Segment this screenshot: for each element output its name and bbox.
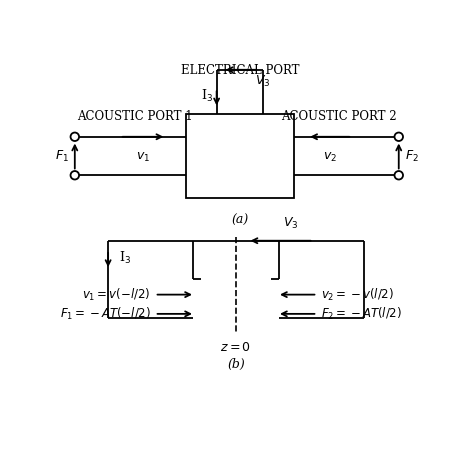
Text: ACOUSTIC PORT 1: ACOUSTIC PORT 1 bbox=[77, 110, 193, 123]
Text: $v_1= v(-l/2)$: $v_1= v(-l/2)$ bbox=[83, 287, 151, 303]
Text: (b): (b) bbox=[227, 358, 245, 371]
Text: $V_3$: $V_3$ bbox=[255, 74, 271, 89]
Text: $F_2=- AT(l/2)$: $F_2=- AT(l/2)$ bbox=[321, 306, 402, 322]
Circle shape bbox=[395, 132, 403, 141]
Text: $V_3$: $V_3$ bbox=[283, 216, 298, 232]
Circle shape bbox=[71, 171, 79, 179]
Text: $\mathregular{I}_3$: $\mathregular{I}_3$ bbox=[201, 88, 213, 104]
Text: $\mathregular{I}_3$: $\mathregular{I}_3$ bbox=[119, 250, 131, 267]
Text: (a): (a) bbox=[231, 214, 249, 227]
Text: $F_2$: $F_2$ bbox=[405, 149, 419, 164]
Text: $F_1$: $F_1$ bbox=[55, 149, 68, 164]
Text: $v_1$: $v_1$ bbox=[136, 151, 150, 164]
Text: $F_1=- AT(-l/2)$: $F_1=- AT(-l/2)$ bbox=[60, 306, 151, 322]
Text: $z=0$: $z=0$ bbox=[220, 341, 251, 354]
Circle shape bbox=[395, 171, 403, 179]
Bar bbox=[186, 114, 294, 199]
Text: $v_2$: $v_2$ bbox=[323, 151, 337, 164]
Text: $v_2=- v(l/2)$: $v_2=- v(l/2)$ bbox=[321, 287, 394, 303]
Text: ACOUSTIC PORT 2: ACOUSTIC PORT 2 bbox=[281, 110, 396, 123]
Text: ELECTRICAL PORT: ELECTRICAL PORT bbox=[181, 64, 299, 76]
Circle shape bbox=[71, 132, 79, 141]
